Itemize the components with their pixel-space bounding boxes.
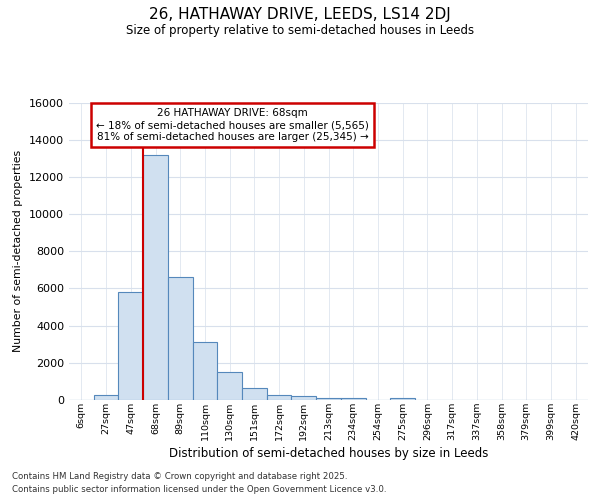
Bar	[292, 396, 316, 400]
Bar	[390, 398, 415, 400]
Bar	[193, 342, 217, 400]
Text: 26 HATHAWAY DRIVE: 68sqm
← 18% of semi-detached houses are smaller (5,565)
81% o: 26 HATHAWAY DRIVE: 68sqm ← 18% of semi-d…	[96, 108, 369, 142]
Bar	[316, 398, 341, 400]
Bar	[242, 388, 267, 400]
X-axis label: Distribution of semi-detached houses by size in Leeds: Distribution of semi-detached houses by …	[169, 447, 488, 460]
Y-axis label: Number of semi-detached properties: Number of semi-detached properties	[13, 150, 23, 352]
Text: Size of property relative to semi-detached houses in Leeds: Size of property relative to semi-detach…	[126, 24, 474, 37]
Bar	[94, 395, 118, 400]
Bar	[217, 372, 242, 400]
Bar	[341, 398, 365, 400]
Bar	[267, 395, 292, 400]
Bar	[118, 292, 143, 400]
Text: Contains HM Land Registry data © Crown copyright and database right 2025.: Contains HM Land Registry data © Crown c…	[12, 472, 347, 481]
Text: 26, HATHAWAY DRIVE, LEEDS, LS14 2DJ: 26, HATHAWAY DRIVE, LEEDS, LS14 2DJ	[149, 8, 451, 22]
Text: Contains public sector information licensed under the Open Government Licence v3: Contains public sector information licen…	[12, 485, 386, 494]
Bar	[143, 154, 168, 400]
Bar	[168, 278, 193, 400]
